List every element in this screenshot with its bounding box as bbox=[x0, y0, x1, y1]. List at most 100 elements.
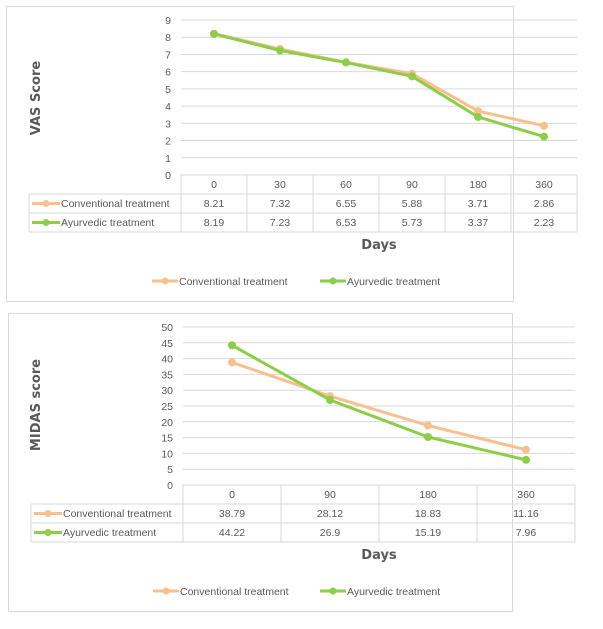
y-tick-label: 6 bbox=[165, 67, 171, 79]
data-point bbox=[522, 455, 530, 464]
data-point bbox=[540, 121, 548, 130]
y-axis-title: VAS Score bbox=[29, 61, 44, 136]
table-value-cell: 18.83 bbox=[415, 508, 441, 520]
vas-score-chart: 0 1 2 3 4 5 6 7 8 9 VAS Score 0 30 60 90 180 360 Conventi… bbox=[28, 15, 578, 288]
y-tick-label: 30 bbox=[161, 385, 173, 397]
table-series-label: Conventional treatment bbox=[61, 198, 170, 210]
gridlines bbox=[181, 19, 577, 159]
y-tick-label: 3 bbox=[165, 118, 171, 130]
table-legend-key-marker bbox=[44, 510, 52, 517]
table-series-label: Ayurvedic treatment bbox=[61, 217, 154, 229]
series-line bbox=[231, 343, 527, 462]
data-point bbox=[408, 72, 416, 81]
y-tick-labels: 0 5 10 15 20 25 30 35 40 45 50 bbox=[161, 322, 173, 492]
table-value-cell: 7.96 bbox=[516, 527, 537, 539]
data-point bbox=[228, 358, 236, 367]
x-category-label: 90 bbox=[406, 179, 418, 191]
y-tick-label: 0 bbox=[165, 170, 171, 182]
data-point bbox=[276, 46, 284, 55]
table-value-cell: 3.71 bbox=[468, 198, 489, 210]
series-conventional-treatment bbox=[228, 358, 530, 454]
table-series-label: Ayurvedic treatment bbox=[63, 527, 156, 539]
y-tick-labels: 0 1 2 3 4 5 6 7 8 9 bbox=[165, 15, 171, 182]
y-tick-label: 40 bbox=[161, 354, 173, 366]
legend-item[interactable]: Conventional treatment bbox=[152, 276, 288, 288]
legend-label: Conventional treatment bbox=[180, 586, 289, 598]
table-value-cell: 38.79 bbox=[219, 508, 245, 520]
table-value-cell: 7.23 bbox=[270, 217, 291, 229]
x-category-label: 60 bbox=[340, 179, 352, 191]
table-value-cell: 5.88 bbox=[402, 198, 423, 210]
legend: Conventional treatment Ayurvedic treatmen… bbox=[153, 586, 440, 598]
legend-key-marker bbox=[329, 587, 337, 595]
legend: Conventional treatment Ayurvedic treatmen… bbox=[152, 276, 440, 288]
table-value-cell: 8.19 bbox=[204, 217, 225, 229]
data-table: 0 90 180 360 Conventional treatment 38.79 28.1… bbox=[30, 484, 576, 543]
data-point bbox=[522, 445, 530, 454]
data-point bbox=[210, 29, 218, 38]
data-point bbox=[342, 58, 350, 67]
x-category-label: 0 bbox=[229, 489, 235, 501]
legend-item[interactable]: Ayurvedic treatment bbox=[320, 586, 440, 598]
legend-item[interactable]: Conventional treatment bbox=[153, 586, 289, 598]
x-category-label: 90 bbox=[324, 489, 336, 501]
y-tick-label: 45 bbox=[161, 338, 173, 350]
legend-key-marker bbox=[161, 277, 169, 285]
table-series-label: Conventional treatment bbox=[63, 508, 172, 520]
x-category-label: 360 bbox=[517, 489, 535, 501]
y-tick-label: 4 bbox=[165, 101, 171, 113]
y-tick-label: 8 bbox=[165, 32, 171, 44]
x-category-label: 180 bbox=[469, 179, 487, 191]
y-tick-label: 9 bbox=[165, 15, 171, 27]
legend-key-marker bbox=[162, 587, 170, 595]
table-value-cell: 8.21 bbox=[204, 198, 225, 210]
y-tick-label: 35 bbox=[161, 369, 173, 381]
y-tick-label: 50 bbox=[161, 322, 173, 334]
x-axis-title: Days bbox=[361, 548, 397, 563]
data-point bbox=[326, 395, 334, 404]
x-category-label: 0 bbox=[211, 179, 217, 191]
y-axis-title: MIDAS score bbox=[29, 359, 44, 451]
data-point bbox=[424, 421, 432, 430]
legend-label: Ayurvedic treatment bbox=[347, 276, 440, 288]
table-value-cell: 6.55 bbox=[336, 198, 357, 210]
table-value-cell: 11.16 bbox=[513, 508, 539, 520]
x-axis-title: Days bbox=[361, 238, 397, 253]
data-point bbox=[540, 132, 548, 141]
series-ayurvedic-treatment bbox=[228, 341, 530, 464]
y-tick-label: 0 bbox=[167, 480, 173, 492]
x-category-label: 180 bbox=[419, 489, 437, 501]
y-tick-label: 1 bbox=[165, 153, 171, 165]
legend-item[interactable]: Ayurvedic treatment bbox=[320, 276, 440, 288]
series-line bbox=[213, 32, 545, 139]
table-value-cell: 2.86 bbox=[534, 198, 555, 210]
data-point bbox=[228, 341, 236, 350]
table-legend-key-marker bbox=[44, 529, 52, 536]
table-value-cell: 3.37 bbox=[468, 217, 489, 229]
x-category-label: 30 bbox=[274, 179, 286, 191]
table-value-cell: 7.32 bbox=[270, 198, 291, 210]
y-tick-label: 2 bbox=[165, 136, 171, 148]
data-point bbox=[474, 112, 482, 121]
table-value-cell: 5.73 bbox=[402, 217, 423, 229]
y-tick-label: 25 bbox=[161, 401, 173, 413]
y-tick-label: 5 bbox=[165, 84, 171, 96]
table-value-cell: 26.9 bbox=[320, 527, 341, 539]
y-tick-label: 10 bbox=[161, 448, 173, 460]
legend-label: Ayurvedic treatment bbox=[347, 586, 440, 598]
y-tick-label: 5 bbox=[167, 464, 173, 476]
series-line bbox=[231, 361, 527, 452]
table-legend-key-marker bbox=[42, 219, 50, 226]
midas-score-chart: 0 5 10 15 20 25 30 35 40 45 50 MIDAS score 0 90 180 360… bbox=[29, 322, 576, 598]
y-tick-label: 7 bbox=[165, 49, 171, 61]
data-point bbox=[424, 432, 432, 441]
gridlines bbox=[183, 326, 575, 470]
legend-label: Conventional treatment bbox=[179, 276, 288, 288]
data-table: 0 30 60 90 180 360 Conventional treatment 8.21 7… bbox=[28, 174, 578, 233]
table-value-cell: 15.19 bbox=[415, 527, 441, 539]
data-point bbox=[474, 107, 482, 116]
y-tick-label: 20 bbox=[161, 417, 173, 429]
table-value-cell: 44.22 bbox=[219, 527, 245, 539]
legend-key-marker bbox=[329, 277, 337, 285]
